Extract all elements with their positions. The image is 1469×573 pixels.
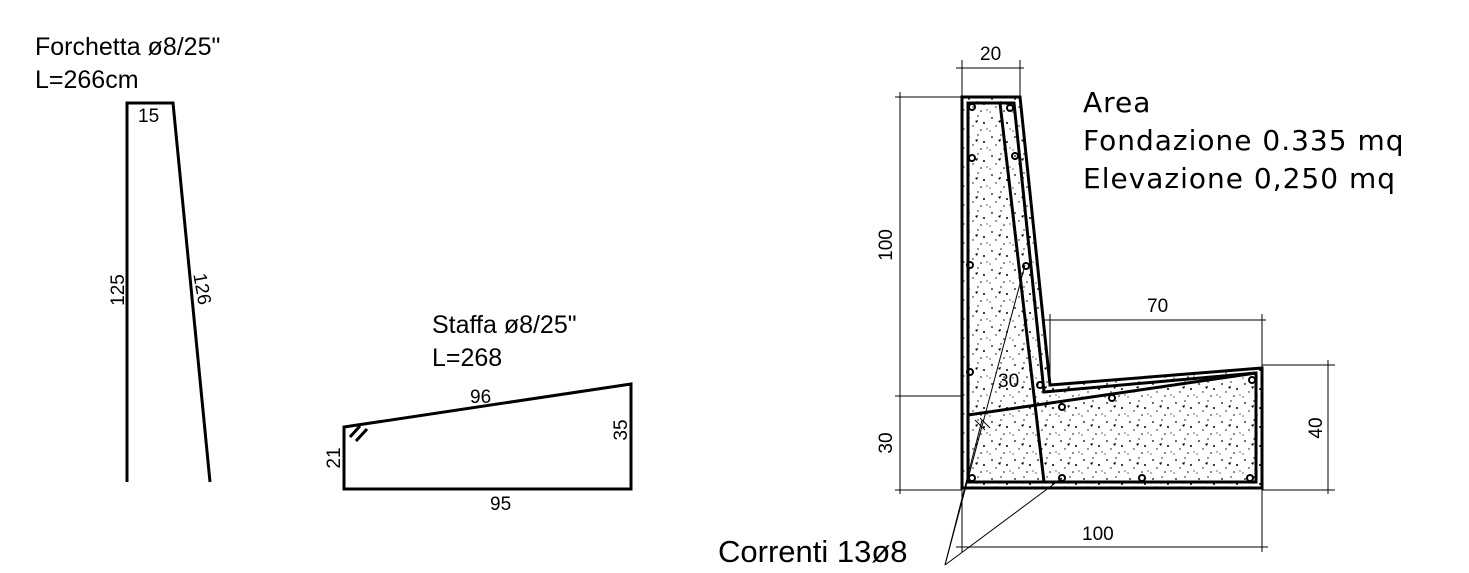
stirrup-shape bbox=[342, 382, 633, 491]
fork-length: L=266cm bbox=[35, 66, 139, 94]
stirrup-length: L=268 bbox=[432, 344, 502, 372]
hook bbox=[354, 427, 369, 443]
fork-dim: 15 bbox=[138, 106, 159, 127]
hook bbox=[974, 419, 986, 431]
stirrup: Staffa ø8/25" L=268 96 35 21 95 bbox=[324, 311, 633, 515]
fork-shape bbox=[125, 101, 212, 483]
fork: Forchetta ø8/25" L=266cm 15 125 126 bbox=[35, 33, 220, 483]
bar-dots bbox=[966, 103, 1256, 482]
dimension-lines bbox=[895, 60, 1335, 566]
stirrup-dim: 35 bbox=[611, 419, 632, 440]
fork-dim: 125 bbox=[108, 274, 129, 306]
dimension-label: 20 bbox=[980, 44, 1001, 65]
dimension-label: 30 bbox=[876, 432, 897, 453]
stirrup-dim: 96 bbox=[470, 387, 491, 408]
dimension-label: 100 bbox=[876, 229, 897, 261]
dimension-label: 30 bbox=[998, 371, 1019, 392]
dimension-label: 40 bbox=[1306, 417, 1327, 438]
dimension-label: 100 bbox=[1082, 524, 1114, 545]
stirrup-title: Staffa ø8/25" bbox=[432, 311, 577, 339]
hook bbox=[348, 424, 362, 439]
stirrup-dim: 95 bbox=[490, 494, 511, 515]
area-elevation: Elevazione 0,250 mq bbox=[1083, 162, 1396, 195]
area-title: Area bbox=[1083, 86, 1151, 119]
rebar bbox=[998, 102, 1046, 483]
hook bbox=[979, 417, 991, 429]
area-foundation: Fondazione 0.335 mq bbox=[1083, 124, 1405, 157]
section: 20 100 30 30 70 40 100 bbox=[876, 44, 1335, 566]
dimension-label: 70 bbox=[1147, 296, 1168, 317]
bars-label: Correnti 13ø8 bbox=[718, 534, 908, 569]
fork-title: Forchetta ø8/25" bbox=[35, 33, 220, 61]
stirrup-dim: 21 bbox=[324, 447, 345, 468]
